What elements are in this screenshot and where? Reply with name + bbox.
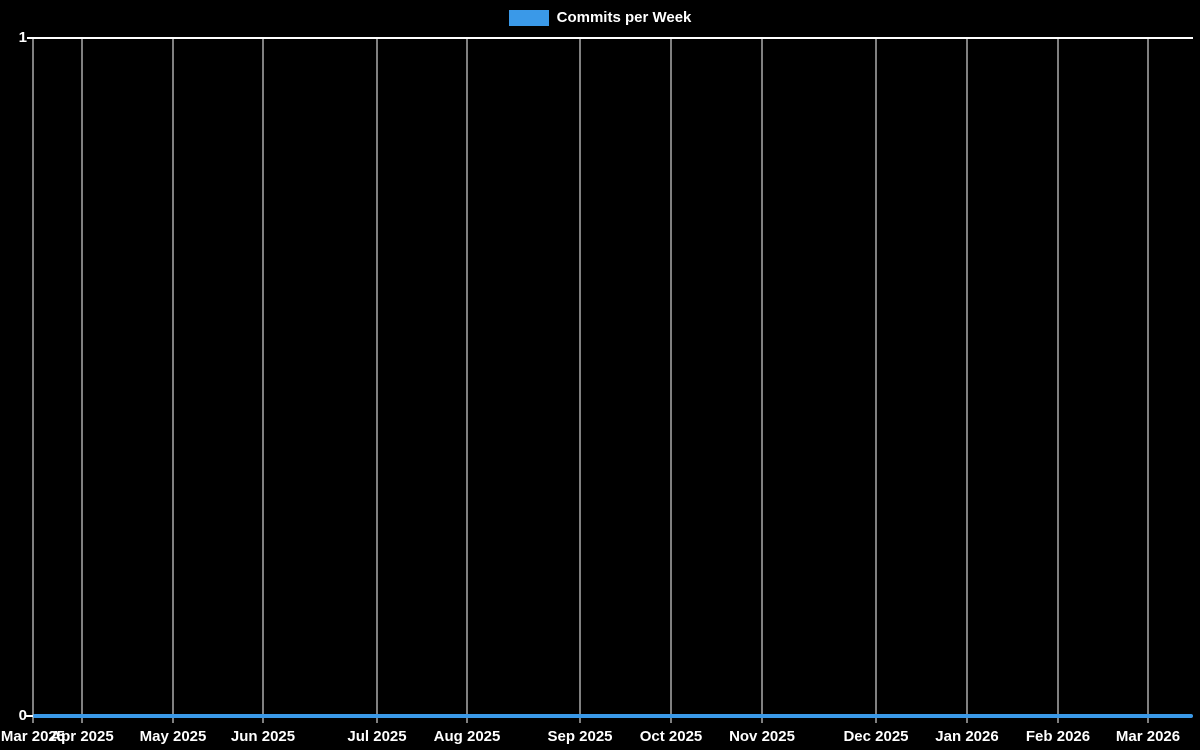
x-tick-label: Jun 2025 xyxy=(230,728,296,745)
x-gridline xyxy=(32,38,34,723)
x-tick-label: Dec 2025 xyxy=(843,728,909,745)
y-axis-tick-mark xyxy=(26,715,34,717)
x-gridline xyxy=(81,38,83,723)
legend-item-commits-per-week[interactable]: Commits per Week xyxy=(508,9,692,27)
x-gridline xyxy=(579,38,581,723)
series-line-commits-per-week xyxy=(33,714,1193,718)
x-tick-label: Mar 2025 xyxy=(0,728,66,745)
x-gridline xyxy=(172,38,174,723)
x-tick-label: Aug 2025 xyxy=(433,728,501,745)
chart-legend: Commits per Week xyxy=(0,9,1200,27)
x-tick-label: Feb 2026 xyxy=(1025,728,1091,745)
x-gridline xyxy=(466,38,468,723)
x-gridline xyxy=(262,38,264,723)
x-tick-label: Apr 2025 xyxy=(50,728,114,745)
x-gridline xyxy=(670,38,672,723)
x-gridline xyxy=(875,38,877,723)
y-tick-label-1: 1 xyxy=(18,29,27,46)
x-tick-label: Jul 2025 xyxy=(347,728,407,745)
x-tick-label: Jan 2026 xyxy=(935,728,999,745)
x-gridline xyxy=(966,38,968,723)
x-gridline xyxy=(376,38,378,723)
x-tick-label: Sep 2025 xyxy=(547,728,613,745)
x-gridline xyxy=(1147,38,1149,723)
x-tick-label: Nov 2025 xyxy=(729,728,795,745)
x-tick-label: Mar 2026 xyxy=(1115,728,1181,745)
legend-swatch xyxy=(508,10,549,26)
y-max-gridline xyxy=(27,37,1193,39)
y-tick-label-0: 0 xyxy=(18,707,27,724)
x-tick-label: May 2025 xyxy=(139,728,207,745)
x-gridline xyxy=(1057,38,1059,723)
x-tick-label: Oct 2025 xyxy=(639,728,703,745)
legend-label: Commits per Week xyxy=(556,9,692,26)
x-gridline xyxy=(761,38,763,723)
